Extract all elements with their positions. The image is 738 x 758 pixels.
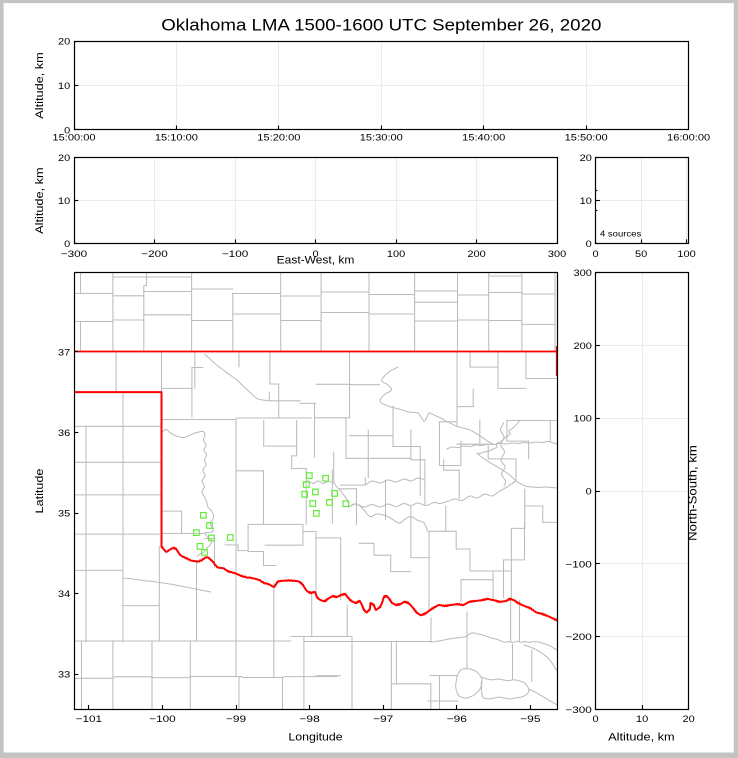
svg-text:−98: −98	[299, 714, 319, 725]
svg-text:200: 200	[574, 341, 592, 352]
svg-text:20: 20	[683, 714, 695, 725]
svg-text:15:40:00: 15:40:00	[462, 133, 505, 144]
svg-text:36: 36	[58, 428, 70, 439]
svg-text:−101: −101	[76, 714, 102, 725]
svg-text:−300: −300	[565, 705, 591, 716]
svg-text:0: 0	[586, 487, 592, 498]
svg-text:North-South, km: North-South, km	[687, 445, 700, 541]
svg-text:20: 20	[58, 153, 70, 164]
svg-text:50: 50	[635, 249, 647, 260]
svg-text:35: 35	[58, 509, 70, 520]
svg-text:100: 100	[387, 249, 405, 260]
svg-text:−96: −96	[447, 714, 467, 725]
svg-text:4 sources: 4 sources	[600, 229, 641, 239]
svg-text:10: 10	[58, 196, 70, 207]
svg-text:200: 200	[467, 249, 485, 260]
svg-text:0: 0	[586, 239, 592, 250]
svg-text:−95: −95	[520, 714, 540, 725]
svg-text:−97: −97	[373, 714, 393, 725]
svg-text:10: 10	[58, 81, 70, 92]
svg-text:Latitude: Latitude	[34, 469, 46, 514]
svg-text:300: 300	[574, 268, 592, 279]
svg-text:34: 34	[58, 589, 71, 600]
svg-text:20: 20	[580, 153, 592, 164]
svg-text:−200: −200	[141, 249, 167, 260]
svg-text:−100: −100	[222, 249, 248, 260]
svg-text:0: 0	[593, 249, 599, 260]
svg-text:33: 33	[58, 670, 70, 681]
svg-text:−200: −200	[565, 632, 591, 643]
svg-text:100: 100	[677, 249, 695, 260]
svg-text:Oklahoma LMA 1500-1600 UTC Sep: Oklahoma LMA 1500-1600 UTC September 26,…	[161, 16, 601, 35]
svg-text:0: 0	[64, 125, 70, 136]
svg-text:10: 10	[580, 196, 592, 207]
svg-text:0: 0	[593, 714, 599, 725]
svg-text:−100: −100	[565, 559, 591, 570]
svg-text:15:30:00: 15:30:00	[360, 133, 403, 144]
svg-text:100: 100	[574, 414, 592, 425]
svg-text:37: 37	[58, 347, 70, 358]
svg-text:10: 10	[636, 714, 648, 725]
svg-text:0: 0	[313, 249, 319, 260]
svg-text:−99: −99	[226, 714, 246, 725]
svg-text:Altitude, km: Altitude, km	[34, 52, 46, 119]
svg-text:Altitude, km: Altitude, km	[608, 732, 675, 744]
svg-text:15:10:00: 15:10:00	[155, 133, 198, 144]
svg-text:300: 300	[548, 249, 566, 260]
svg-text:15:20:00: 15:20:00	[257, 133, 300, 144]
svg-text:−300: −300	[61, 249, 87, 260]
svg-text:Longitude: Longitude	[288, 732, 342, 744]
svg-text:−100: −100	[149, 714, 175, 725]
svg-text:20: 20	[58, 37, 70, 48]
svg-text:15:50:00: 15:50:00	[565, 133, 608, 144]
svg-text:Altitude, km: Altitude, km	[34, 167, 46, 234]
svg-text:East-West, km: East-West, km	[277, 255, 355, 267]
svg-text:15:00:00: 15:00:00	[52, 133, 95, 144]
svg-text:0: 0	[64, 239, 70, 250]
svg-text:16:00:00: 16:00:00	[667, 133, 710, 144]
